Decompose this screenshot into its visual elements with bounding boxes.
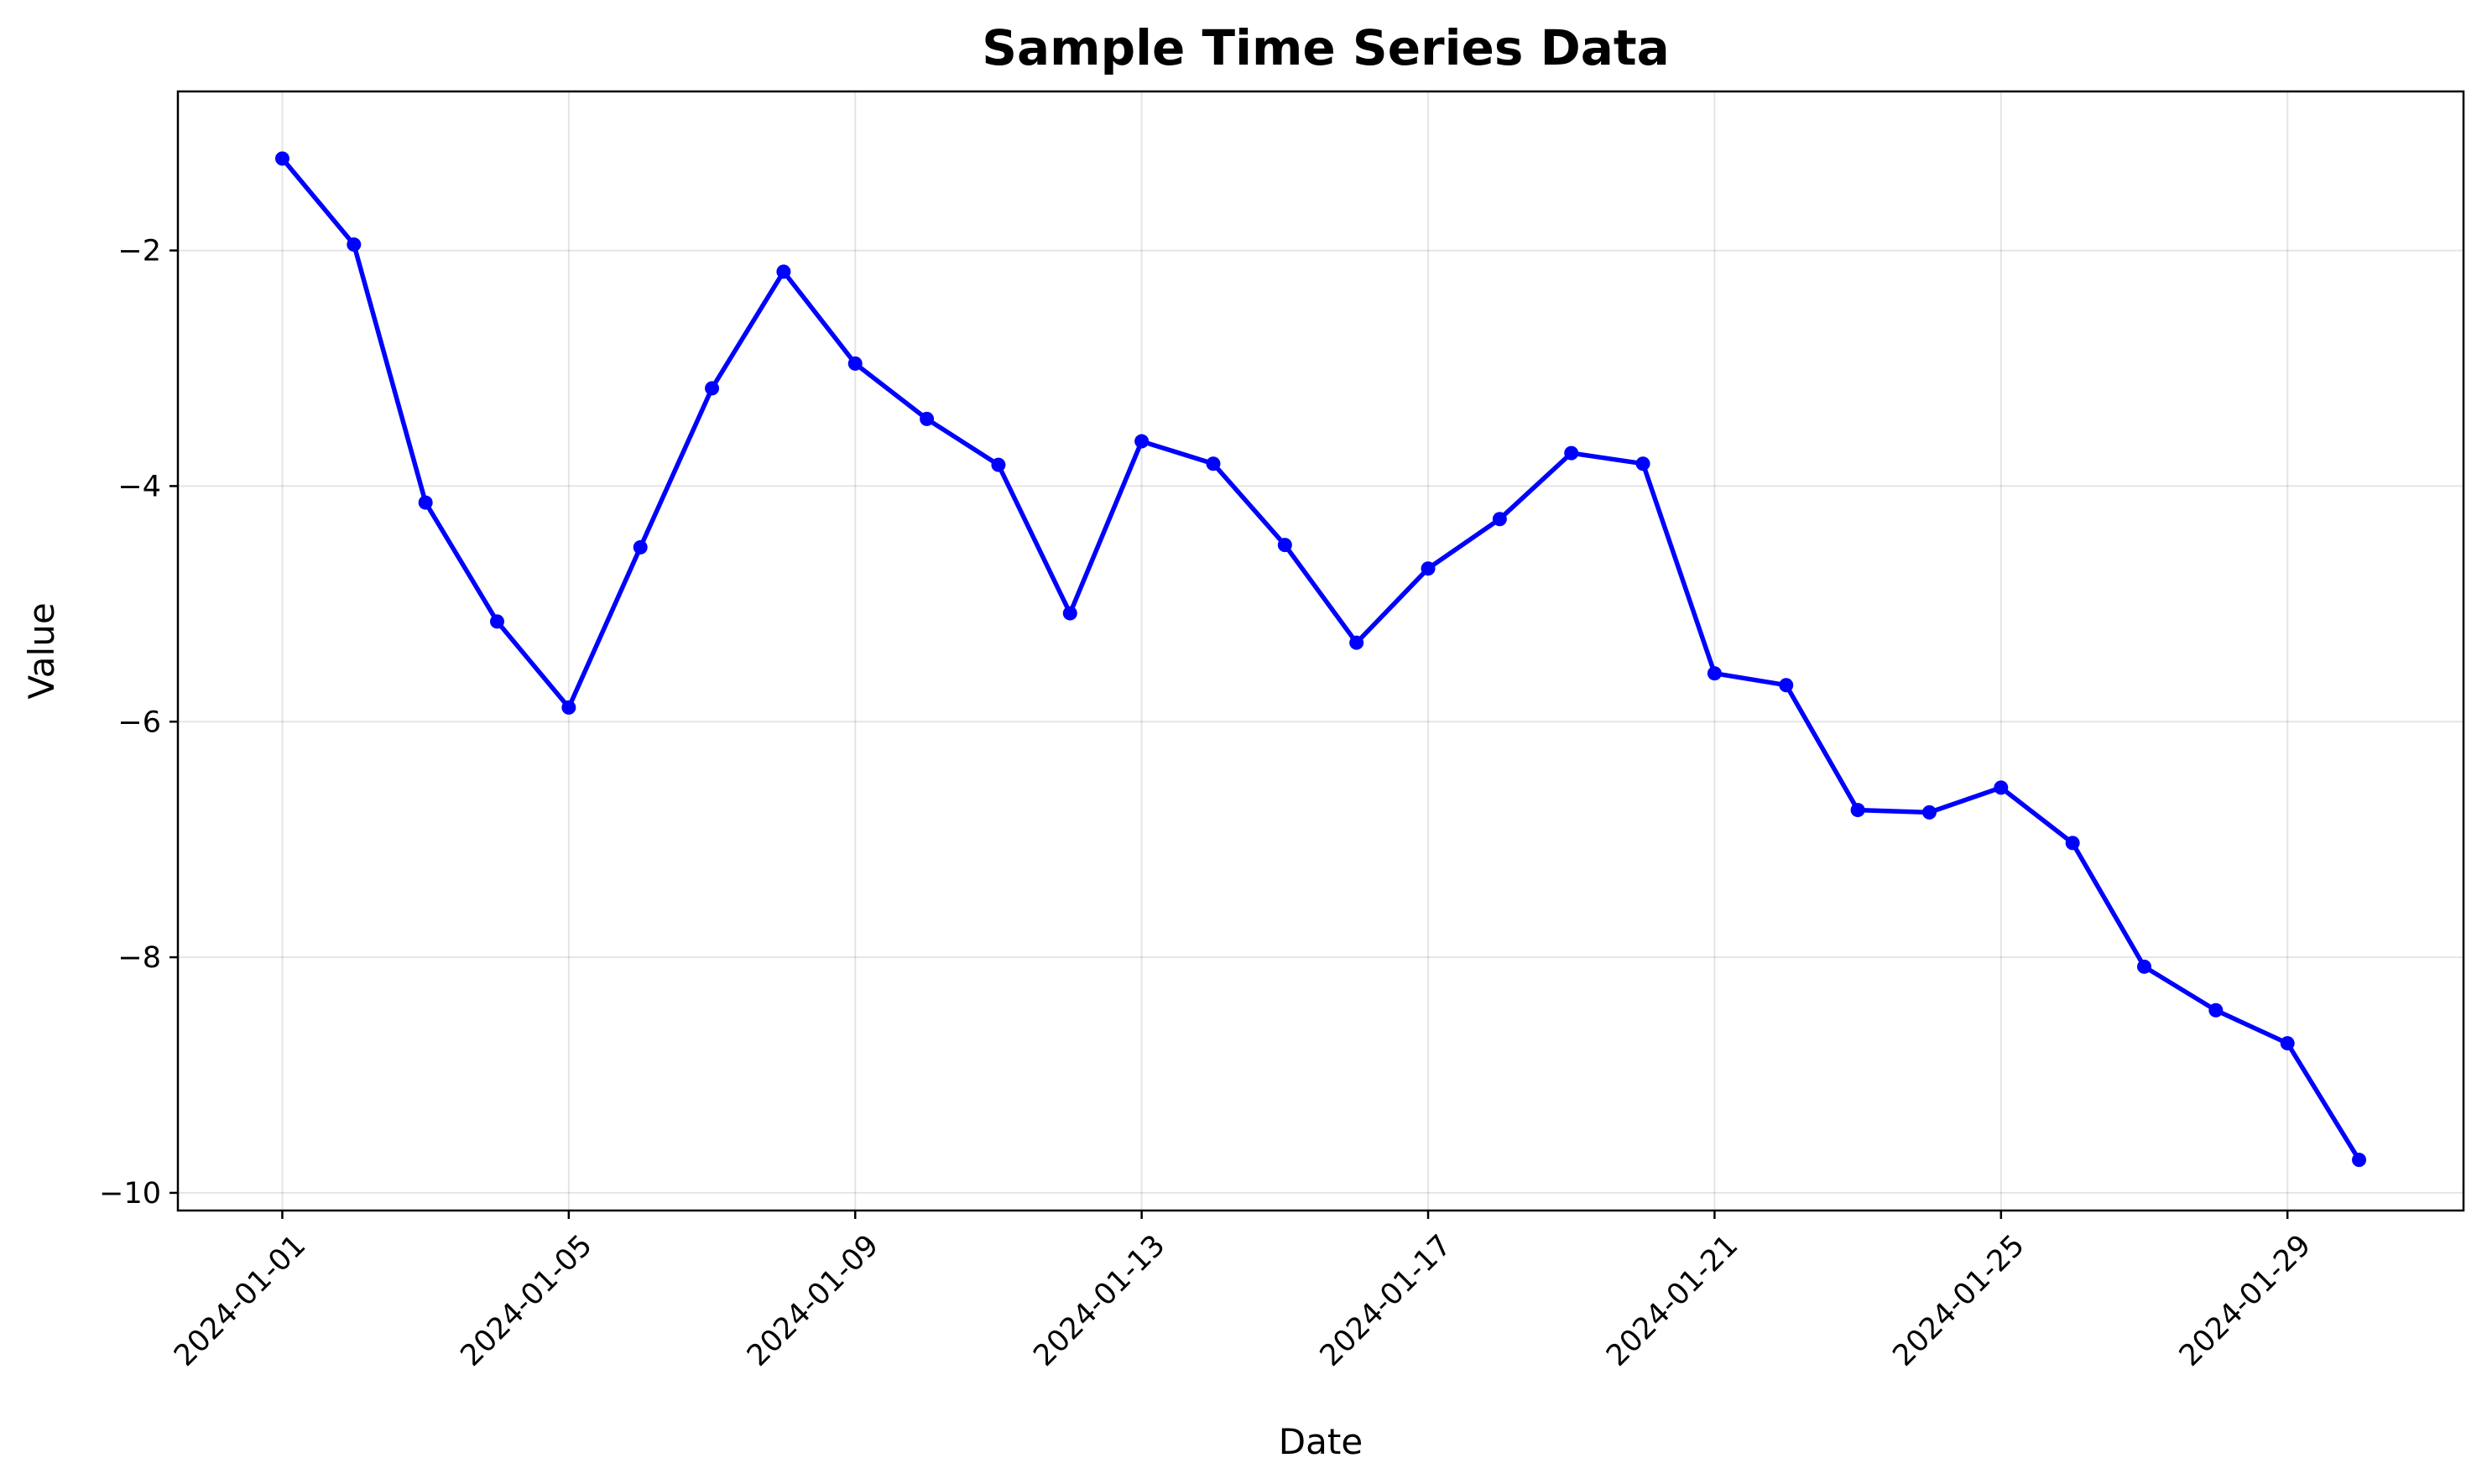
x-tick-label: 2024-01-05 [455,1229,599,1373]
y-tick-label: −6 [117,706,161,739]
x-tick-label: 2024-01-29 [2173,1229,2318,1373]
y-tick-label: −4 [117,470,161,503]
x-tick-label: 2024-01-09 [741,1229,885,1373]
y-tick-label: −2 [117,235,161,268]
data-point [1206,456,1221,471]
x-tick-label: 2024-01-13 [1027,1229,1171,1373]
data-point [347,237,362,253]
x-tick-label: 2024-01-01 [168,1229,312,1373]
data-point [1349,635,1364,650]
data-point [1134,434,1150,449]
grid [178,91,2464,1211]
plot-area-frame [176,90,2465,1212]
series-layer [274,151,2367,1168]
x-tick-label: 2024-01-21 [1600,1229,1744,1373]
data-point [1850,803,1865,818]
data-point [1921,804,1937,820]
data-point [1277,538,1292,553]
series-line [279,156,2362,1163]
data-point [561,700,576,715]
data-point [1492,512,1507,527]
y-tick-label: −10 [99,1177,161,1211]
data-point [991,457,1006,472]
x-tick-label: 2024-01-17 [1314,1229,1458,1373]
x-axis-label: Date [1279,1421,1363,1462]
data-point [418,495,433,510]
data-point [2136,959,2151,974]
data-point [1564,445,1579,461]
data-point [705,381,720,396]
y-tick-label: −8 [117,941,161,975]
y-axis-label: Value [21,602,62,699]
data-point [2280,1036,2295,1051]
data-point [1994,780,2009,795]
data-point [2208,1002,2224,1018]
data-point [490,614,505,629]
x-tick-label: 2024-01-25 [1887,1229,2031,1373]
data-point [776,264,791,279]
axis-ticks: 2024-01-01 2024-01-05 2024-01-09 2024-01-13… [99,235,2318,1373]
data-point [920,411,935,426]
data-point [2065,836,2080,851]
data-point [1421,561,1436,576]
data-point [847,356,863,371]
data-point [1062,606,1077,621]
data-point [1707,666,1722,681]
data-point [1779,678,1794,693]
data-point [274,151,289,166]
chart-title: Sample Time Series Data [982,19,1669,76]
data-point [633,539,648,555]
data-point [1635,456,1650,471]
data-point [2352,1153,2367,1168]
